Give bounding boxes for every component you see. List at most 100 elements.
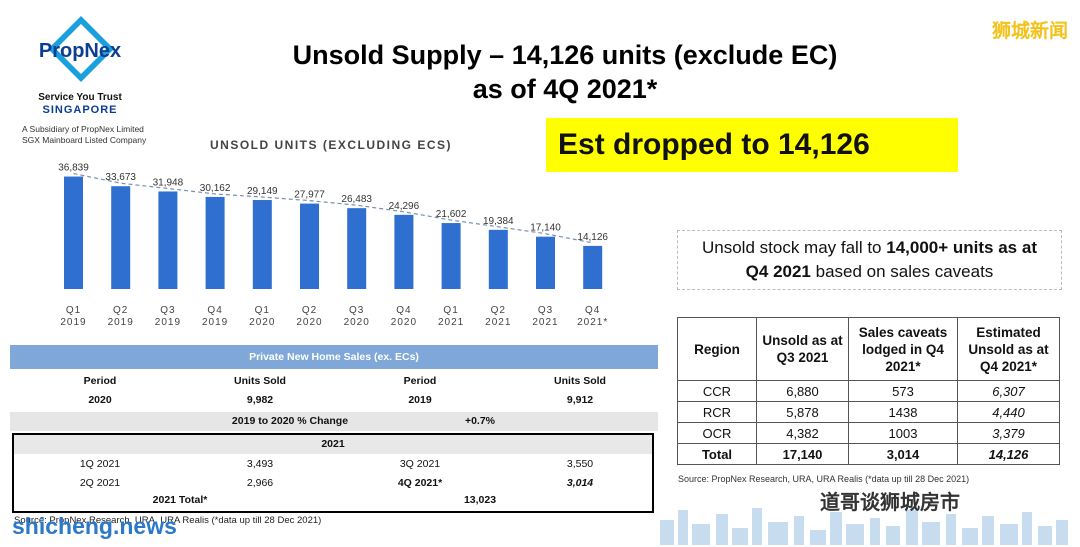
x-tick-label: 2020: [391, 317, 417, 328]
x-tick-label: 2019: [202, 317, 228, 328]
unsold-units-bar-chart: 36,839 33,673 31,948 30,162 29,149 27,977 26,4…: [58, 163, 608, 328]
units-cell: 9,982: [246, 394, 274, 406]
bars-group: [64, 176, 603, 289]
table-row: RCR 5,878 1438 4,440: [677, 401, 1060, 423]
region-table: Region Unsold as at Q3 2021 Sales caveat…: [677, 317, 1060, 465]
x-tick-label: 2021: [485, 317, 511, 328]
x-tick-label: Q4: [396, 305, 411, 316]
x-tick-label: Q2: [491, 305, 506, 316]
x-tick-label: Q4: [585, 305, 600, 316]
year-row: 2021: [14, 435, 652, 454]
propnex-logo: PropNex Service You Trust SINGAPORE A Su…: [10, 14, 190, 149]
col-header-period: Period: [83, 375, 117, 387]
bar-q3-2019: [158, 191, 178, 289]
x-tick-label: Q3: [160, 305, 175, 316]
x-tick-label: 2021*: [577, 317, 608, 328]
bar-q1-2019: [64, 176, 83, 289]
units-cell: 3,493: [246, 458, 274, 470]
sales-table-header: Private New Home Sales (ex. ECs): [10, 345, 658, 369]
value-labels-group: 36,839 33,673 31,948 30,162 29,149 27,977 26,4…: [58, 163, 608, 243]
value-label: 31,948: [153, 177, 184, 188]
change-value: +0.7%: [464, 415, 496, 427]
table-row-total: Total 17,140 3,014 14,126: [677, 443, 1060, 465]
bar-q4-2019: [205, 196, 225, 289]
estimated-unsold-header: Estimated Unsold as at Q4 2021*: [957, 317, 1060, 381]
region-cell: CCR: [677, 380, 757, 402]
value-label: 27,977: [294, 190, 325, 201]
trendline-group: [73, 172, 593, 244]
estimate-cell: 14,126: [957, 443, 1060, 465]
total-value: 13,023: [463, 494, 497, 506]
caveats-header: Sales caveats lodged in Q4 2021*: [848, 317, 958, 381]
units-cell: 3,014: [566, 477, 594, 489]
unsold-cell: 17,140: [756, 443, 849, 465]
logo-tagline: Service You Trust: [38, 92, 122, 103]
estimate-cell: 3,379: [957, 422, 1060, 444]
x-tick-label: Q1: [66, 305, 81, 316]
bar-q4-2021-: [583, 245, 603, 289]
x-tick-label: 2020: [249, 317, 275, 328]
page-title: Unsold Supply – 14,126 units (exclude EC…: [200, 38, 930, 106]
x-tick-label: 2019: [108, 317, 134, 328]
table-row: CCR 6,880 573 6,307: [677, 380, 1060, 402]
callout-bold-1: 14,000+ units as at: [886, 238, 1037, 257]
period-cell: 3Q 2021: [399, 458, 441, 470]
total-label: 2021 Total*: [152, 494, 208, 506]
unsold-cell: 4,382: [756, 422, 849, 444]
region-table-source: Source: PropNex Research, URA, URA Reali…: [678, 474, 970, 484]
estimate-cell: 6,307: [957, 380, 1060, 402]
table-row: 2020 9,982 2019 9,912: [10, 391, 658, 410]
trendline: [73, 172, 593, 244]
subsidiary-line-2: SGX Mainboard Listed Company: [22, 135, 147, 145]
sales-table: Private New Home Sales (ex. ECs) Period …: [10, 345, 658, 537]
callout-bold-2: Q4 2021: [745, 262, 811, 281]
skyline-decoration: [660, 508, 1068, 545]
callout-line-1: Unsold stock may fall to 14,000+ units a…: [678, 236, 1061, 260]
change-row: 2019 to 2020 % Change +0.7%: [10, 412, 658, 431]
logo-subsidiary-text: A Subsidiary of PropNex Limited SGX Main…: [22, 124, 146, 146]
logo-brand: PropNex: [38, 40, 122, 62]
period-cell: 4Q 2021*: [397, 477, 443, 489]
region-cell: OCR: [677, 422, 757, 444]
total-row: 2021 Total* 13,023: [10, 491, 658, 510]
x-tick-label: 2021: [532, 317, 558, 328]
bar-q4-2020: [394, 214, 414, 289]
bar-q2-2020: [300, 203, 319, 289]
value-label: 33,673: [105, 172, 136, 183]
bar-q3-2020: [347, 208, 367, 289]
x-tick-label: Q1: [255, 305, 270, 316]
period-cell: 2Q 2021: [79, 477, 121, 489]
highlight-text: Est dropped to 14,126: [558, 128, 870, 161]
subsidiary-line-1: A Subsidiary of PropNex Limited: [22, 124, 144, 134]
value-label: 19,384: [483, 216, 514, 227]
unsold-cell: 5,878: [756, 401, 849, 423]
region-cell: Total: [677, 443, 757, 465]
value-label: 24,296: [389, 201, 420, 212]
highlight-box: Est dropped to 14,126: [546, 118, 958, 172]
value-label: 29,149: [247, 186, 278, 197]
bar-q2-2021: [488, 229, 508, 289]
value-label: 21,602: [436, 209, 467, 220]
table-row: 2Q 2021 2,966 4Q 2021* 3,014: [10, 474, 658, 493]
x-tick-label: Q3: [538, 305, 553, 316]
logo-diamond-icon: [48, 16, 114, 82]
caveats-cell: 1003: [848, 422, 958, 444]
year-label: 2021: [321, 438, 345, 450]
col-header-period-2: Period: [403, 375, 437, 387]
estimate-cell: 4,440: [957, 401, 1060, 423]
table-row: OCR 4,382 1003 3,379: [677, 422, 1060, 444]
unsold-cell: 6,880: [756, 380, 849, 402]
col-header-units-2: Units Sold: [554, 375, 606, 387]
unsold-q3-header: Unsold as at Q3 2021: [756, 317, 849, 381]
watermark-bottom-left: shicheng.news: [12, 513, 177, 539]
bar-q1-2020: [252, 200, 272, 289]
change-label: 2019 to 2020 % Change: [231, 415, 349, 427]
x-tick-label: 2021: [438, 317, 464, 328]
caveats-cell: 3,014: [848, 443, 958, 465]
x-tick-label: Q2: [302, 305, 317, 316]
period-cell: 2020: [88, 394, 112, 406]
value-label: 30,162: [200, 183, 231, 194]
x-tick-label: 2019: [60, 317, 86, 328]
units-cell: 3,550: [566, 458, 594, 470]
units-cell: 9,912: [566, 394, 594, 406]
